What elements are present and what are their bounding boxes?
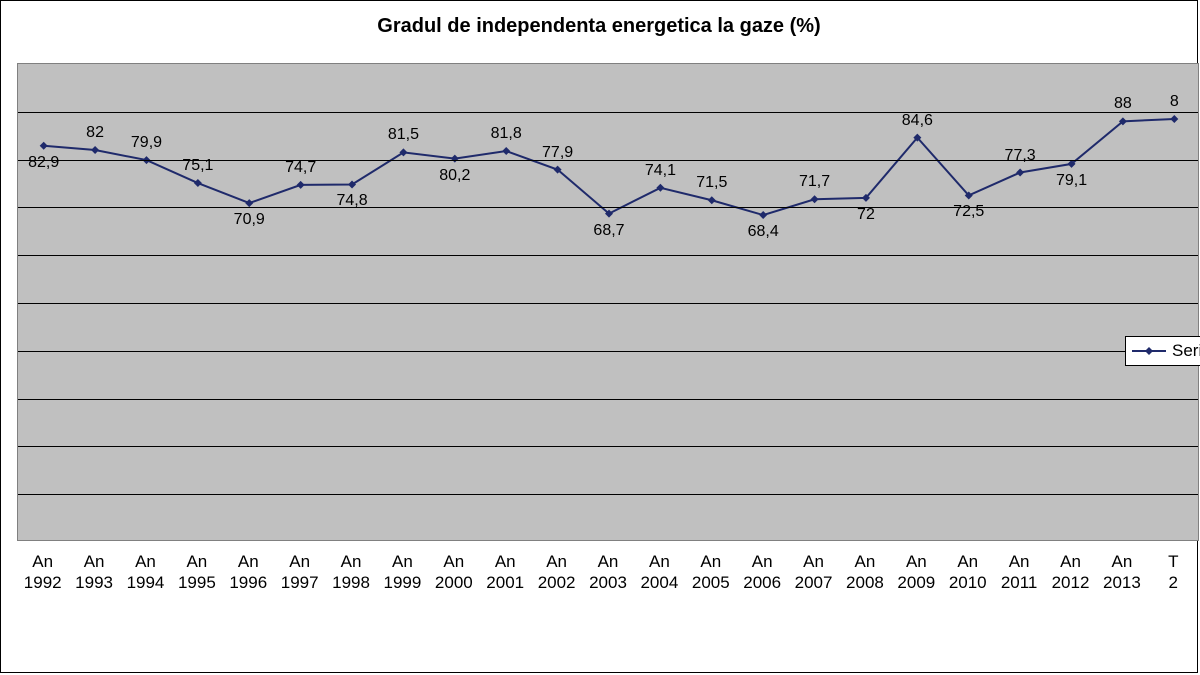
x-axis-label: An 1993 [68,551,119,594]
data-marker [297,181,305,189]
gridline [18,112,1198,113]
legend-swatch [1132,345,1166,357]
legend: Series1 [1125,336,1200,366]
x-axis-label: An 2011 [993,551,1044,594]
data-marker [194,179,202,187]
x-axis-label: An 1994 [120,551,171,594]
x-axis-label: An 2006 [736,551,787,594]
x-axis-label: An 2007 [788,551,839,594]
x-axis-label: An 1997 [274,551,325,594]
data-marker [656,184,664,192]
x-axis-label: An 2008 [839,551,890,594]
plot-area: 82,9 82 79,9 75,1 70,9 74,7 74,8 81,5 80,2 81,8 77… [17,63,1199,541]
x-axis-label: An 1999 [377,551,428,594]
gridline [18,207,1198,208]
data-label: 81,5 [388,126,419,144]
data-label: 71,5 [696,174,727,192]
data-label: 68,4 [748,223,779,241]
data-label: 68,7 [593,222,624,240]
x-axis-label: An 2010 [942,551,993,594]
data-label: 75,1 [182,157,213,175]
x-axis-label: An 2009 [891,551,942,594]
x-axis-label: An 2000 [428,551,479,594]
x-axis-label: An 2004 [634,551,685,594]
legend-label: Series1 [1172,341,1200,361]
data-label: 72,5 [953,203,984,221]
chart-frame: Gradul de independenta energetica la gaz… [0,0,1198,673]
x-axis-label: An 2012 [1045,551,1096,594]
data-label: 81,8 [491,125,522,143]
chart-title: Gradul de independenta energetica la gaz… [1,15,1197,38]
data-label: 80,2 [439,167,470,185]
gridline [18,255,1198,256]
x-axis-label: An 2001 [480,551,531,594]
data-marker [708,196,716,204]
x-axis-label: An 1998 [325,551,376,594]
x-axis-label: An 2005 [685,551,736,594]
data-label: 79,9 [131,134,162,152]
data-label: 88 [1114,95,1132,113]
data-label: 77,3 [1005,147,1036,165]
data-label: 74,8 [336,192,367,210]
data-marker [40,142,48,150]
data-marker [91,146,99,154]
x-axis-label: An 1995 [171,551,222,594]
x-axis-label: An 2003 [582,551,633,594]
data-label: 71,7 [799,173,830,191]
data-label: 8 [1170,93,1179,111]
data-label: 84,6 [902,112,933,130]
gridline [18,446,1198,447]
data-marker [1016,169,1024,177]
data-marker [245,199,253,207]
x-axis-label: T 2 [1148,551,1199,594]
gridline [18,303,1198,304]
gridline [18,399,1198,400]
data-marker [1170,115,1178,123]
x-axis-label: An 1996 [223,551,274,594]
gridline [18,494,1198,495]
data-label: 74,1 [645,162,676,180]
data-label: 79,1 [1056,172,1087,190]
gridline [18,351,1198,352]
x-axis-label: An 2013 [1096,551,1147,594]
data-label: 82,9 [28,154,59,172]
data-label: 82 [86,124,104,142]
data-marker [811,195,819,203]
data-label: 70,9 [234,211,265,229]
data-marker [502,147,510,155]
data-marker [759,211,767,219]
data-label: 72 [857,206,875,224]
data-label: 74,7 [285,159,316,177]
data-label: 77,9 [542,144,573,162]
x-axis-label: An 1992 [17,551,68,594]
x-axis-label: An 2002 [531,551,582,594]
